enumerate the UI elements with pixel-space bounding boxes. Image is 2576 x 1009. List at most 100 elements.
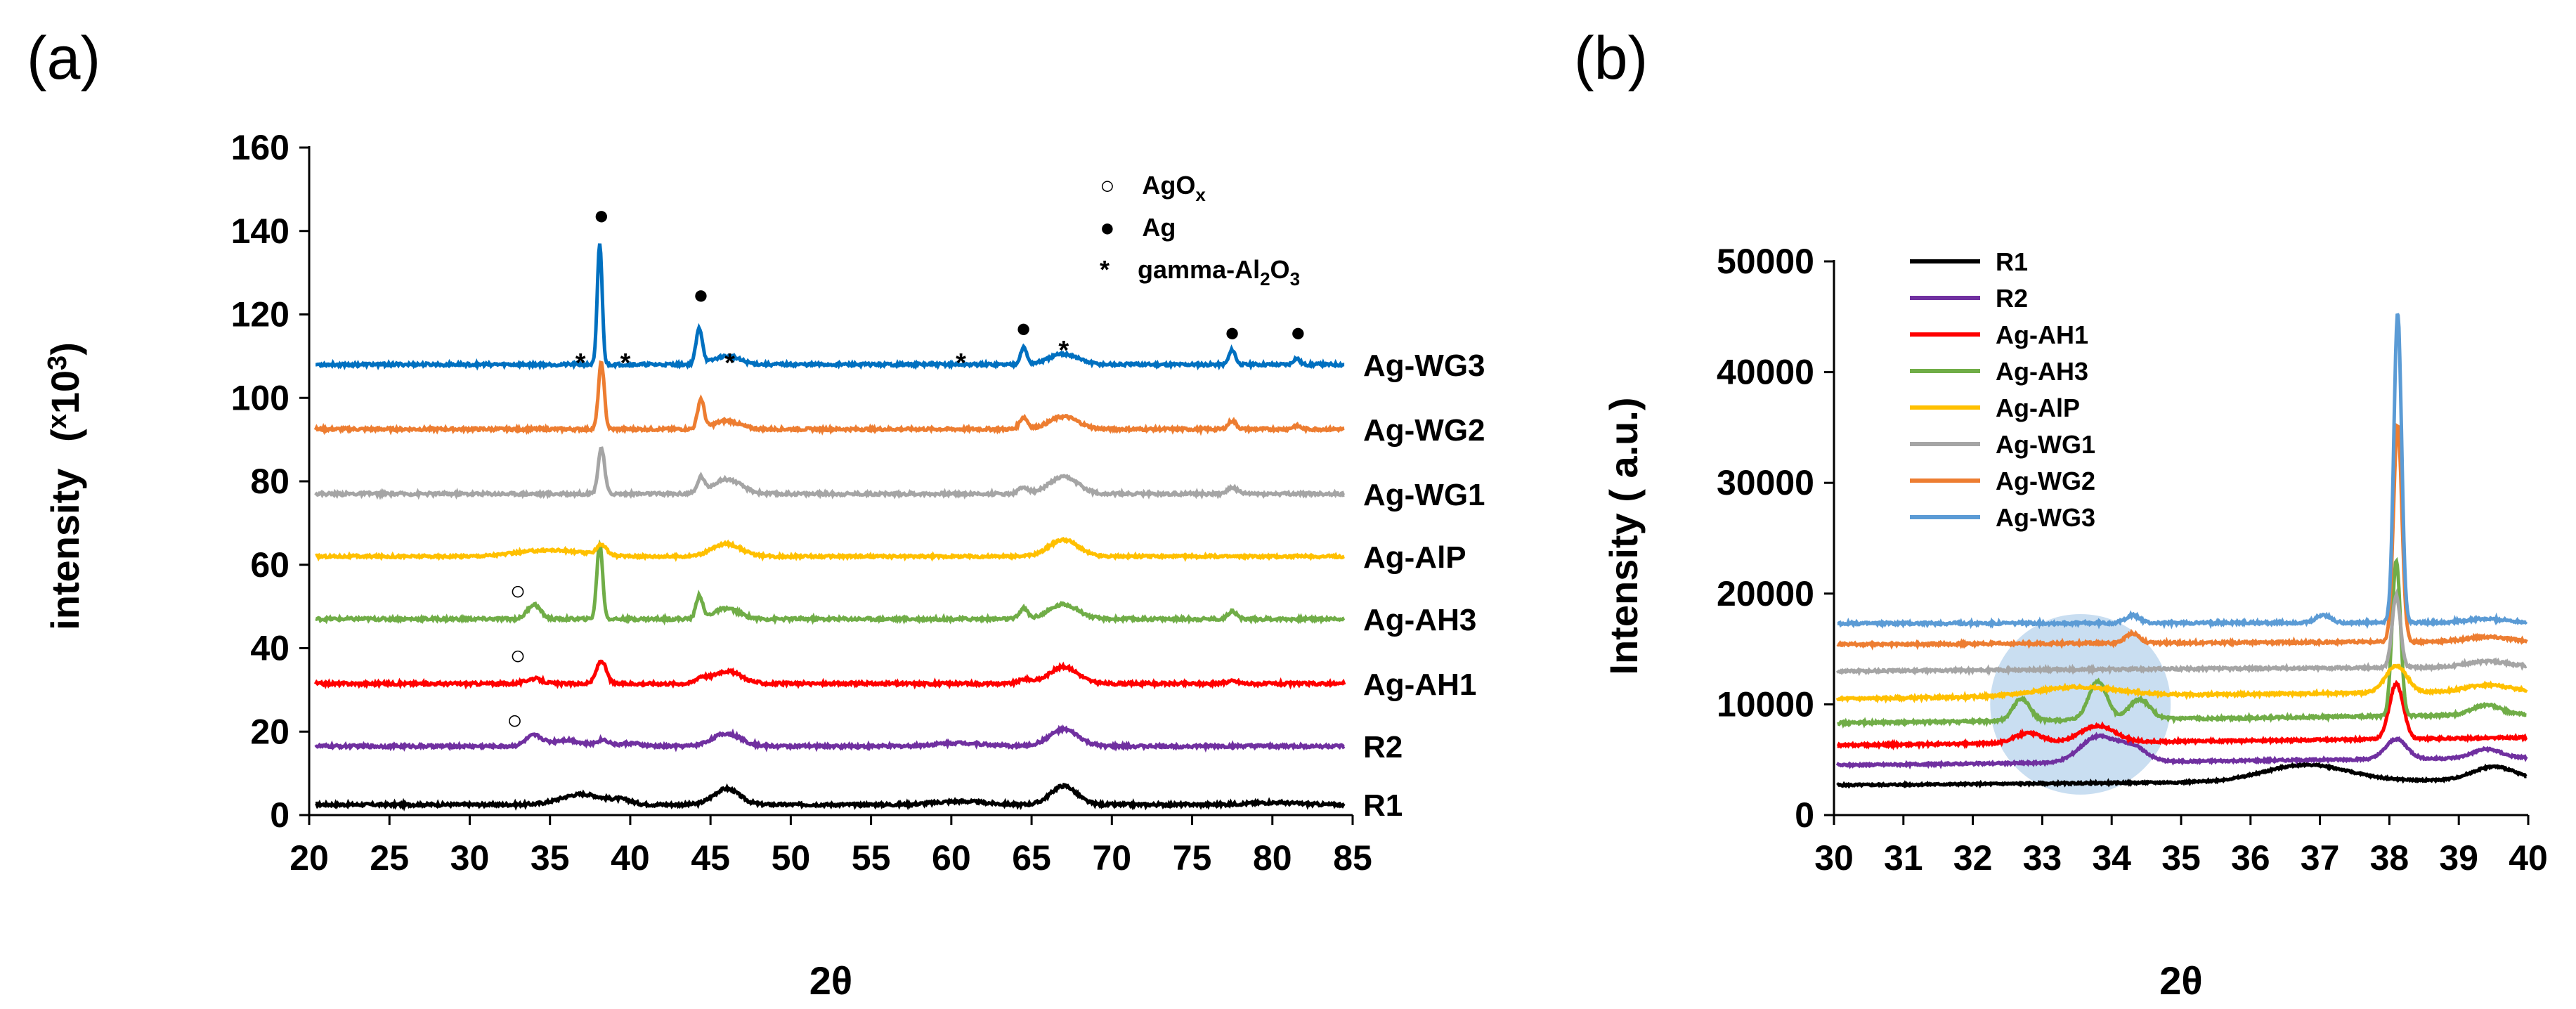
x-tick-label-b-31: 31 (1884, 838, 1923, 878)
x-tick-label-a-80: 80 (1253, 838, 1292, 878)
series-line-b-r2 (1835, 731, 2528, 770)
x-tick-label-b-33: 33 (2023, 838, 2062, 878)
legend-agox: ○ AgOx (1100, 171, 1206, 205)
x-tick-label-b-34: 34 (2092, 838, 2131, 878)
x-tick-label-b-38: 38 (2370, 838, 2409, 878)
series-line-b-ag-ah3 (1837, 556, 2527, 729)
y-axis-title-a: intensity (x103) (43, 342, 87, 630)
x-tick-label-b-40: 40 (2509, 838, 2548, 878)
panel-label-b: (b) (1574, 25, 1648, 92)
highlight-region (1990, 613, 2171, 795)
y-axis-title-a-x: x (43, 414, 72, 429)
x-tick-label-a-70: 70 (1092, 838, 1131, 878)
y-tick-label-a-80: 80 (250, 462, 290, 501)
x-tick-label-b-39: 39 (2439, 838, 2478, 878)
peak-marker-10: ○ (510, 576, 526, 606)
x-tick-label-a-30: 30 (450, 838, 490, 878)
y-tick-label-a-40: 40 (250, 629, 290, 668)
series-label-ag-alp: Ag-AlP (1363, 540, 1466, 575)
peak-marker-0: ● (593, 201, 609, 230)
y-tick-label-a-20: 20 (250, 712, 290, 751)
y-axis-title-a-10: 10 (43, 370, 87, 414)
x-tick-label-a-50: 50 (772, 838, 811, 878)
x-tick-label-b-35: 35 (2161, 838, 2201, 878)
series-line-b-r1 (1836, 762, 2528, 789)
x-axis-title-b: 2θ (2159, 958, 2202, 1003)
y-tick-label-b-10000: 10000 (1717, 684, 1814, 724)
peak-marker-9: * (1058, 336, 1069, 365)
series-label-ag-ah3: Ag-AH3 (1363, 603, 1476, 637)
legend-ag: ● Ag (1100, 213, 1176, 242)
legend-agox-text: AgO (1142, 171, 1195, 200)
x-tick-label-a-40: 40 (611, 838, 650, 878)
legend-alumina-text-a: gamma-Al (1138, 255, 1260, 284)
series-line-ag-ah1 (313, 659, 1346, 690)
y-tick-label-b-40000: 40000 (1717, 353, 1814, 392)
peak-marker-11: ○ (510, 641, 526, 670)
peak-marker-1: ● (693, 280, 709, 310)
series-line-ag-alp (315, 537, 1345, 562)
legend-agox-symbol: ○ (1100, 171, 1115, 200)
chart-panel-b: 30 31 32 33 34 35 36 37 38 39 40 0 10000 20000 30000 40… (1717, 242, 2548, 1003)
y-tick-label-a-100: 100 (231, 378, 290, 417)
x-tick-label-a-45: 45 (691, 838, 730, 878)
x-tick-label-b-36: 36 (2231, 838, 2270, 878)
legend-alumina-sub-a: 2 (1260, 268, 1270, 289)
y-tick-label-a-0: 0 (270, 795, 290, 835)
y-axis-title-a-exp: 3 (43, 356, 72, 370)
x-tick-label-b-32: 32 (1953, 838, 1993, 878)
x-tick-label-b-30: 30 (1814, 838, 1854, 878)
peak-marker-7: * (724, 349, 735, 378)
legend-b-label-ag-wg1: Ag-WG1 (1996, 430, 2095, 459)
legend-ag-text: Ag (1142, 213, 1176, 242)
legend-alumina-sub-b: 3 (1290, 268, 1300, 289)
series-line-r2 (314, 724, 1346, 753)
peak-marker-2: ● (1015, 313, 1032, 343)
y-axis-title-a-open: ( (43, 429, 87, 442)
legend-b-label-ag-ah3: Ag-AH3 (1996, 357, 2088, 386)
peak-marker-3: ● (1224, 318, 1240, 347)
chart-panel-a: R1 R2 Ag-AH1 Ag-AH3 Ag-AlP Ag-WG1 Ag-WG2 Ag-WG3… (231, 128, 1485, 1003)
legend-alumina: * gamma-Al2O3 (1100, 255, 1300, 289)
x-tick-label-a-60: 60 (932, 838, 971, 878)
legend-b-label-ag-alp: Ag-AlP (1996, 393, 2080, 422)
series-label-ag-wg3: Ag-WG3 (1363, 349, 1485, 383)
y-tick-label-a-60: 60 (250, 545, 290, 585)
x-tick-label-a-35: 35 (531, 838, 570, 878)
x-tick-label-a-20: 20 (290, 838, 329, 878)
y-tick-label-b-20000: 20000 (1717, 574, 1814, 613)
series-line-b-ag-wg3 (1837, 313, 2528, 630)
panel-label-a: (a) (27, 25, 100, 92)
y-tick-label-a-140: 140 (231, 211, 290, 251)
legend-b-label-r1: R1 (1996, 247, 2028, 276)
legend-b-label-ag-wg2: Ag-WG2 (1996, 467, 2095, 495)
legend-b-label-r2: R2 (1996, 284, 2028, 313)
peak-marker-6: * (620, 349, 631, 378)
y-tick-label-a-120: 120 (231, 295, 290, 334)
series-line-ag-wg1 (314, 446, 1346, 500)
series-label-r2: R2 (1363, 730, 1403, 764)
peak-marker-5: * (575, 349, 586, 378)
legend-alumina-symbol: * (1100, 255, 1110, 284)
y-tick-label-b-50000: 50000 (1717, 242, 1814, 281)
series-line-b-ag-alp (1835, 663, 2528, 704)
peak-marker-12: ○ (507, 705, 523, 735)
legend-b: R1 R2 Ag-AH1 Ag-AH3 Ag-AlP Ag-WG1 Ag-WG2 Ag-WG3 (1910, 247, 2095, 532)
series-line-ag-wg3 (316, 243, 1345, 371)
y-axis-title-b: Intensity ( a.u.) (1601, 397, 1646, 675)
peak-marker-4: ● (1290, 318, 1306, 347)
legend-b-label-ag-ah1: Ag-AH1 (1996, 320, 2088, 349)
series-label-ag-wg2: Ag-WG2 (1363, 413, 1485, 448)
y-tick-label-b-0: 0 (1795, 795, 1814, 835)
x-tick-label-a-85: 85 (1333, 838, 1372, 878)
series-line-b-ag-wg2 (1836, 423, 2528, 651)
legend-a: ○ AgOx ● Ag * gamma-Al2O3 (1100, 171, 1300, 289)
y-tick-label-a-160: 160 (231, 128, 290, 167)
x-axis-title-a: 2θ (809, 958, 852, 1003)
x-tick-label-b-37: 37 (2301, 838, 2340, 878)
peak-marker-8: * (956, 349, 966, 378)
y-axis-title-a-close: ) (43, 342, 87, 356)
x-tick-label-a-65: 65 (1012, 838, 1051, 878)
series-line-b-ag-wg1 (1835, 588, 2528, 677)
